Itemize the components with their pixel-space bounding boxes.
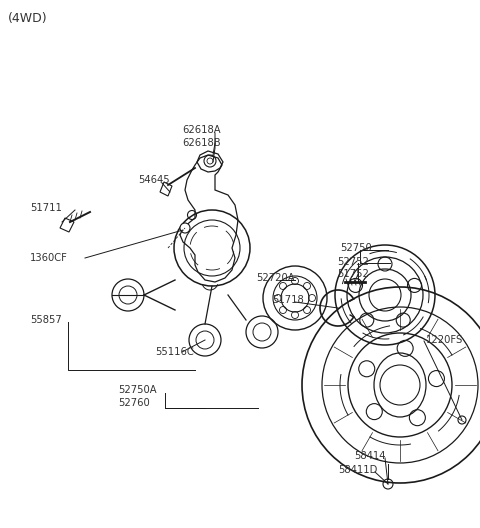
Text: 54645: 54645 [138,175,169,185]
Text: 1360CF: 1360CF [30,253,68,263]
Text: 51711: 51711 [30,203,62,213]
Text: (4WD): (4WD) [8,12,48,25]
Text: 55857: 55857 [30,315,62,325]
Text: 52750: 52750 [340,243,372,253]
Text: 52760: 52760 [118,398,150,408]
Text: 58411D: 58411D [338,465,378,475]
Text: 52750A: 52750A [118,385,156,395]
Text: 58414: 58414 [354,451,386,461]
Circle shape [180,223,190,233]
Text: 62618A: 62618A [182,125,221,135]
Polygon shape [60,218,74,232]
Text: 52720A: 52720A [256,273,295,283]
Text: 51752: 51752 [337,269,369,279]
Text: 52752: 52752 [337,257,369,267]
Text: 1220FS: 1220FS [426,335,463,345]
Text: 62618B: 62618B [182,138,221,148]
Text: 55116C: 55116C [155,347,194,357]
Polygon shape [160,182,172,196]
Text: 51718: 51718 [272,295,304,305]
